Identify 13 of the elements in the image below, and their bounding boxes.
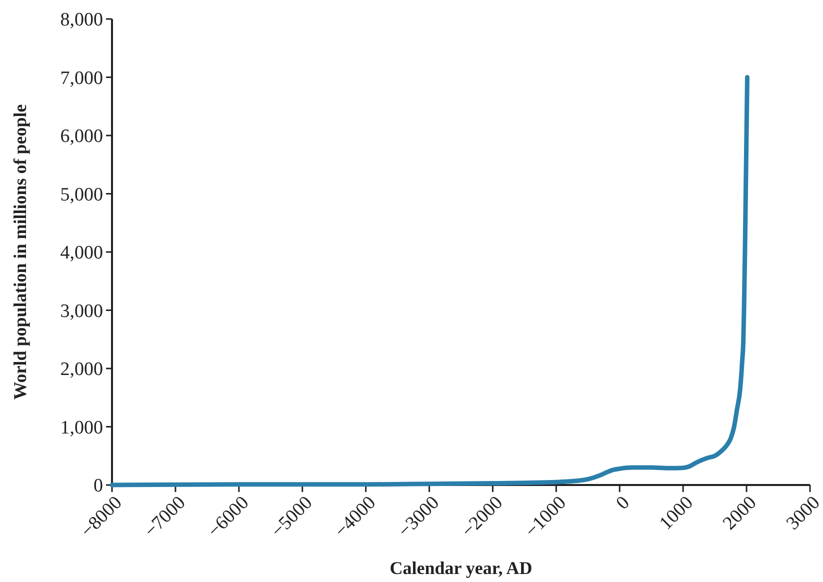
y-tick-label: 4,000	[60, 242, 103, 264]
y-tick-label: 3,000	[60, 300, 103, 322]
y-tick-label: 0	[94, 476, 103, 497]
y-tick-label: 1,000	[60, 417, 103, 438]
x-tick-label: 0	[612, 492, 634, 514]
y-tick-label: 5,000	[60, 184, 103, 206]
y-tick-label: 8,000	[60, 10, 103, 31]
y-tick-label: 6,000	[60, 126, 103, 148]
x-axis-title: Calendar year, AD	[390, 558, 532, 578]
y-axis-title: World population in millions of people	[10, 104, 30, 400]
y-tick-label: 2,000	[60, 359, 103, 380]
y-tick-label: 7,000	[60, 68, 103, 89]
line-series	[110, 75, 750, 488]
